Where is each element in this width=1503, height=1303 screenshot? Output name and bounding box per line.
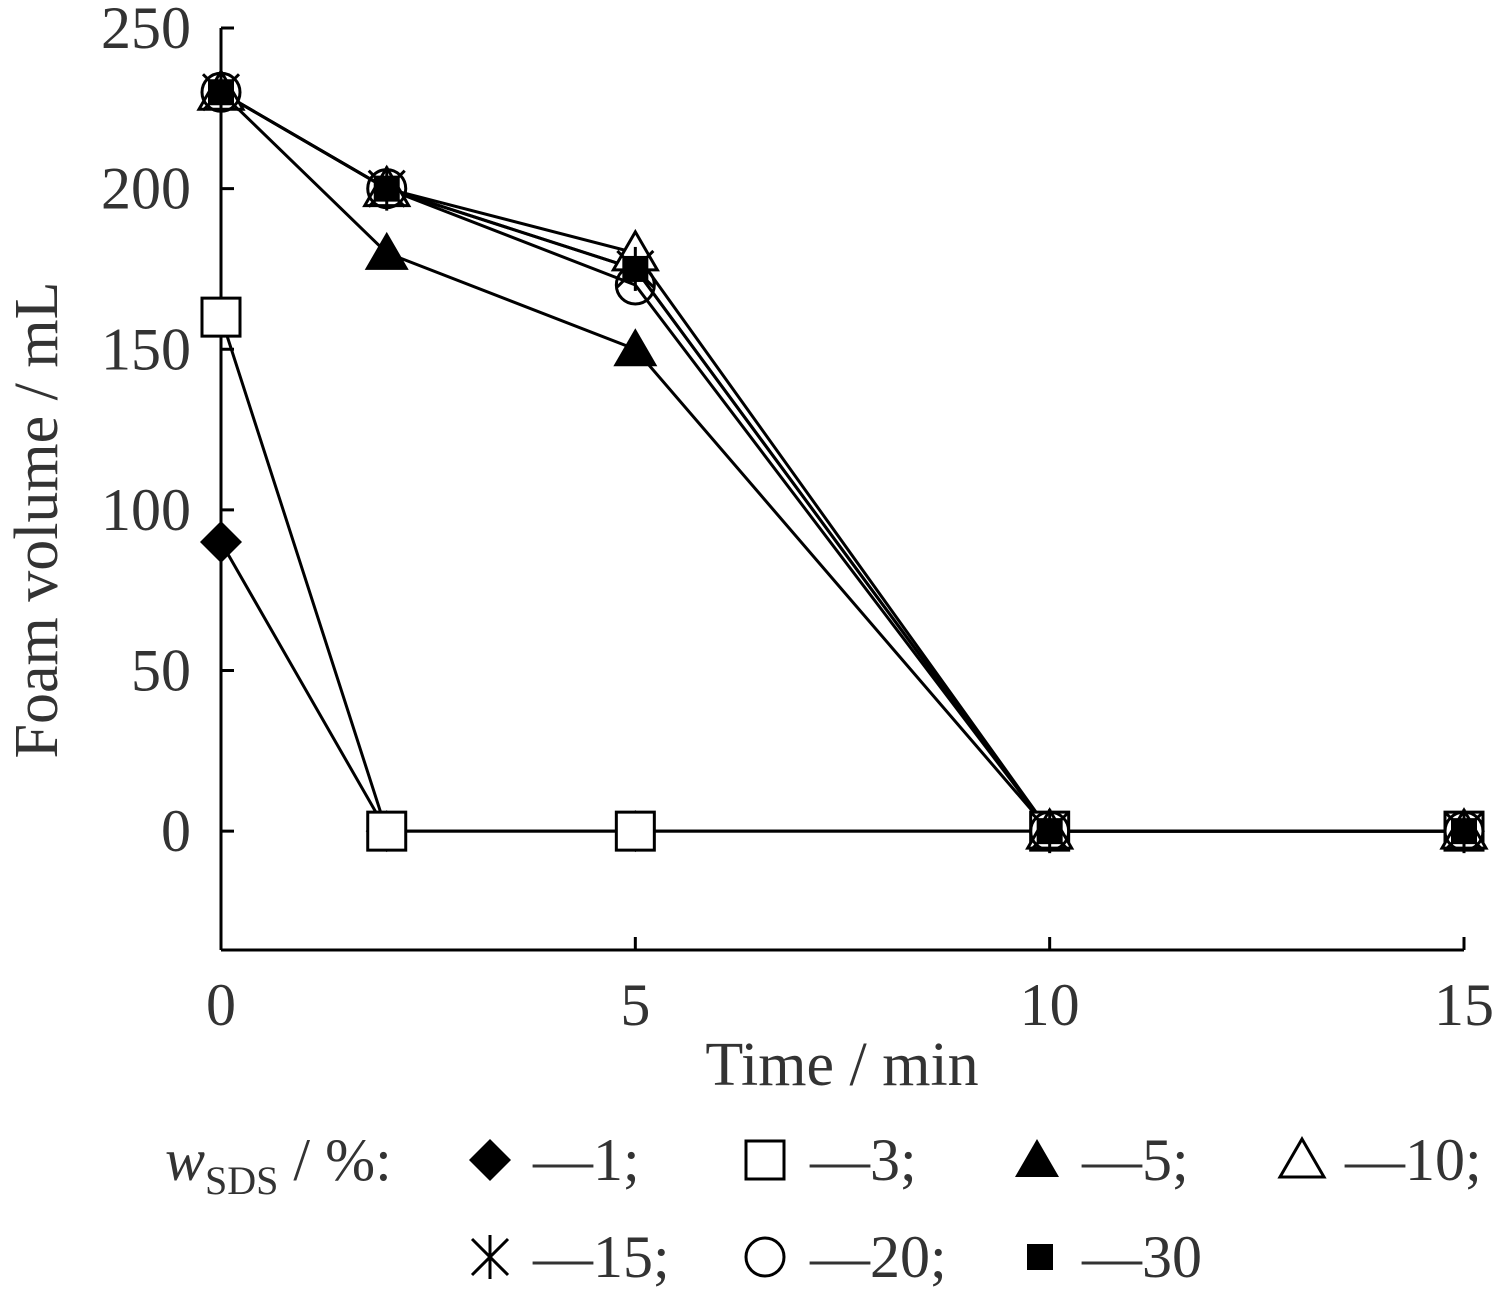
markers-layer bbox=[196, 68, 1489, 854]
legend-marker-5 bbox=[1015, 1139, 1059, 1177]
x-axis-label: Time / min bbox=[705, 1031, 978, 1099]
y-axis-label: Foam volume / mL bbox=[3, 281, 71, 758]
data-point-series-30 bbox=[1451, 818, 1477, 845]
data-point-series-20 bbox=[200, 71, 242, 113]
data-point-series-30 bbox=[208, 79, 234, 106]
legend-var-main: w bbox=[165, 1127, 205, 1193]
legend-entry-10: —10; bbox=[1344, 1127, 1482, 1193]
x-tick-label: 15 bbox=[1434, 972, 1494, 1038]
series-line-3 bbox=[219, 316, 1464, 833]
legend-entry-15: —15; bbox=[532, 1224, 670, 1290]
x-tick-label: 5 bbox=[620, 972, 650, 1038]
data-point-series-3 bbox=[366, 810, 408, 852]
x-tick-label: 0 bbox=[206, 972, 236, 1038]
legend-var-sub: SDS bbox=[205, 1158, 278, 1203]
data-point-series-3 bbox=[200, 296, 242, 338]
axes: 0 50 100 150 200 250 0 5 10 15 bbox=[101, 0, 1494, 1038]
data-point-series-20 bbox=[1029, 810, 1071, 852]
legend-marker-1 bbox=[469, 1139, 511, 1181]
data-point-series-30 bbox=[1036, 818, 1063, 845]
series-line-1 bbox=[219, 541, 1464, 833]
legend-entry-5: —5; bbox=[1081, 1127, 1189, 1193]
legend-entry-30: —30 bbox=[1081, 1224, 1202, 1290]
data-point-series-30 bbox=[373, 175, 400, 202]
data-point-series-5 bbox=[364, 231, 409, 270]
legend-variable-label: wSDS / %: bbox=[165, 1127, 392, 1203]
data-point-series-30 bbox=[622, 255, 649, 282]
legend-var-unit: / %: bbox=[278, 1127, 391, 1193]
data-point-series-3 bbox=[614, 810, 656, 852]
legend-marker-20 bbox=[744, 1236, 786, 1278]
y-tick-label: 200 bbox=[101, 156, 191, 222]
y-tick-label: 50 bbox=[131, 638, 191, 704]
legend-marker-10 bbox=[1277, 1136, 1327, 1179]
legend-marker-30 bbox=[1027, 1244, 1053, 1270]
legend-marker-3 bbox=[744, 1139, 786, 1181]
data-point-series-1 bbox=[200, 521, 242, 564]
legend-entry-20: —20; bbox=[809, 1224, 947, 1290]
legend: wSDS / %: —1; —3; —5; —10; —15; —20; —30 bbox=[165, 1127, 1482, 1290]
y-tick-label: 150 bbox=[101, 316, 191, 382]
x-tick-label: 10 bbox=[1020, 972, 1080, 1038]
data-point-series-20 bbox=[366, 168, 408, 210]
legend-entry-3: —3; bbox=[809, 1127, 917, 1193]
data-point-series-5 bbox=[613, 328, 658, 367]
legend-marker-15 bbox=[470, 1235, 510, 1279]
y-tick-label: 0 bbox=[161, 798, 191, 864]
data-point-series-20 bbox=[1443, 810, 1485, 852]
y-tick-label: 250 bbox=[101, 0, 191, 61]
y-tick-label: 100 bbox=[101, 477, 191, 543]
legend-entry-1: —1; bbox=[532, 1127, 640, 1193]
